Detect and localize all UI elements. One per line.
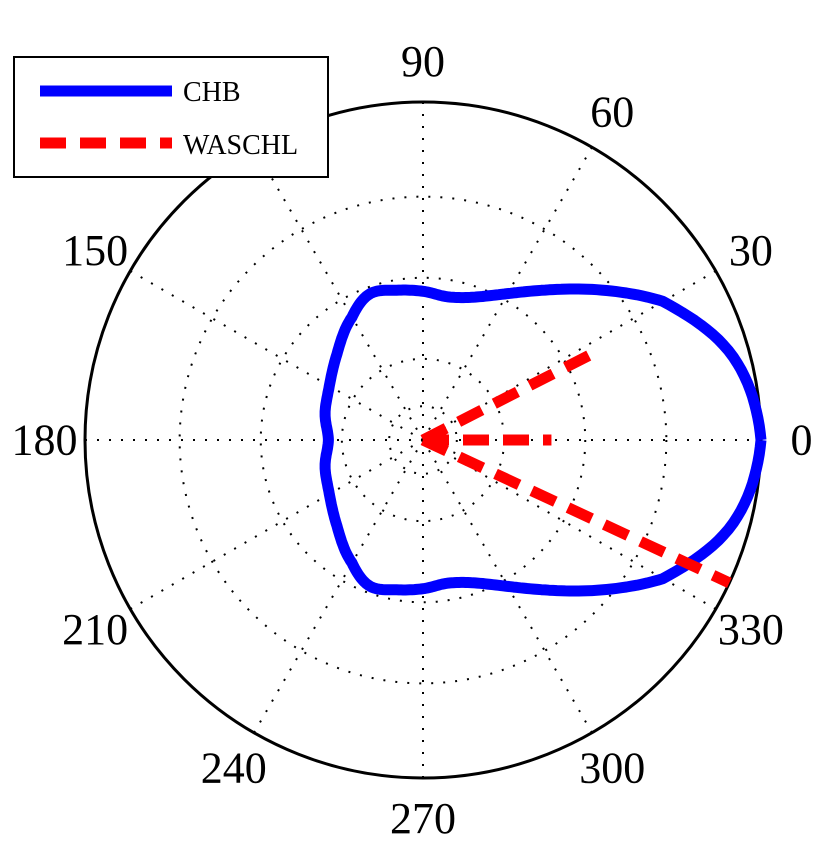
grid-spoke-120 [253, 146, 424, 441]
angle-labels: 0306090120150180210240270300330 [11, 37, 812, 843]
angle-label-330: 330 [718, 605, 784, 654]
grid-circle-3 [178, 195, 668, 685]
grid-spoke-240 [253, 439, 424, 734]
grid-spoke-330 [422, 439, 717, 610]
grid-spoke-150 [129, 270, 424, 441]
legend-box [13, 56, 329, 178]
grid-spoke-30 [422, 270, 717, 441]
series-layer [319, 283, 767, 597]
angle-label-30: 30 [729, 226, 773, 275]
series-chb-curve [319, 283, 767, 597]
angle-label-150: 150 [62, 226, 128, 275]
series-waschl-segment-2 [420, 435, 732, 588]
grid-spoke-210 [129, 439, 424, 610]
series-waschl-segment-1 [420, 346, 601, 445]
angle-label-270: 270 [390, 794, 456, 843]
legend-label-chb: CHB [183, 77, 241, 108]
angle-label-210: 210 [62, 605, 128, 654]
angle-label-240: 240 [201, 743, 267, 792]
grid-circle-2 [259, 276, 587, 604]
angle-label-300: 300 [579, 743, 645, 792]
legend-label-waschl: WASCHL [183, 130, 298, 161]
angle-label-0: 0 [791, 416, 813, 465]
angle-label-90: 90 [401, 37, 445, 86]
legend: CHB WASCHL [13, 56, 329, 178]
angle-label-60: 60 [590, 88, 634, 137]
angle-label-180: 180 [11, 416, 77, 465]
